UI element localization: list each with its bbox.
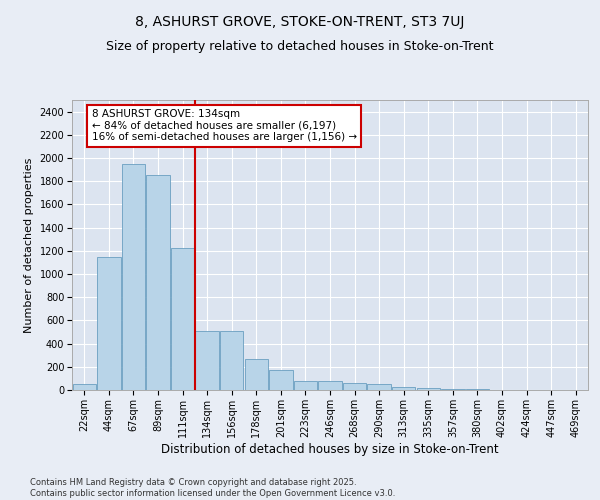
Bar (245, 358, 268, 390)
Bar (367, 384, 391, 390)
Bar (146, 176, 170, 390)
Bar (122, 164, 145, 390)
Bar (73, 384, 96, 390)
Bar (269, 370, 293, 390)
Bar (196, 331, 219, 390)
Bar (392, 387, 415, 390)
Bar (416, 388, 440, 390)
Bar (220, 331, 244, 390)
X-axis label: Distribution of detached houses by size in Stoke-on-Trent: Distribution of detached houses by size … (161, 442, 499, 456)
Text: 8, ASHURST GROVE, STOKE-ON-TRENT, ST3 7UJ: 8, ASHURST GROVE, STOKE-ON-TRENT, ST3 7U… (136, 15, 464, 29)
Bar (171, 248, 194, 390)
Bar (319, 380, 341, 390)
Bar (343, 383, 366, 390)
Bar (294, 380, 317, 390)
Text: 8 ASHURST GROVE: 134sqm
← 84% of detached houses are smaller (6,197)
16% of semi: 8 ASHURST GROVE: 134sqm ← 84% of detache… (92, 110, 357, 142)
Bar (97, 256, 121, 390)
Text: Contains HM Land Registry data © Crown copyright and database right 2025.
Contai: Contains HM Land Registry data © Crown c… (30, 478, 395, 498)
Text: Size of property relative to detached houses in Stoke-on-Trent: Size of property relative to detached ho… (106, 40, 494, 53)
Y-axis label: Number of detached properties: Number of detached properties (24, 158, 34, 332)
